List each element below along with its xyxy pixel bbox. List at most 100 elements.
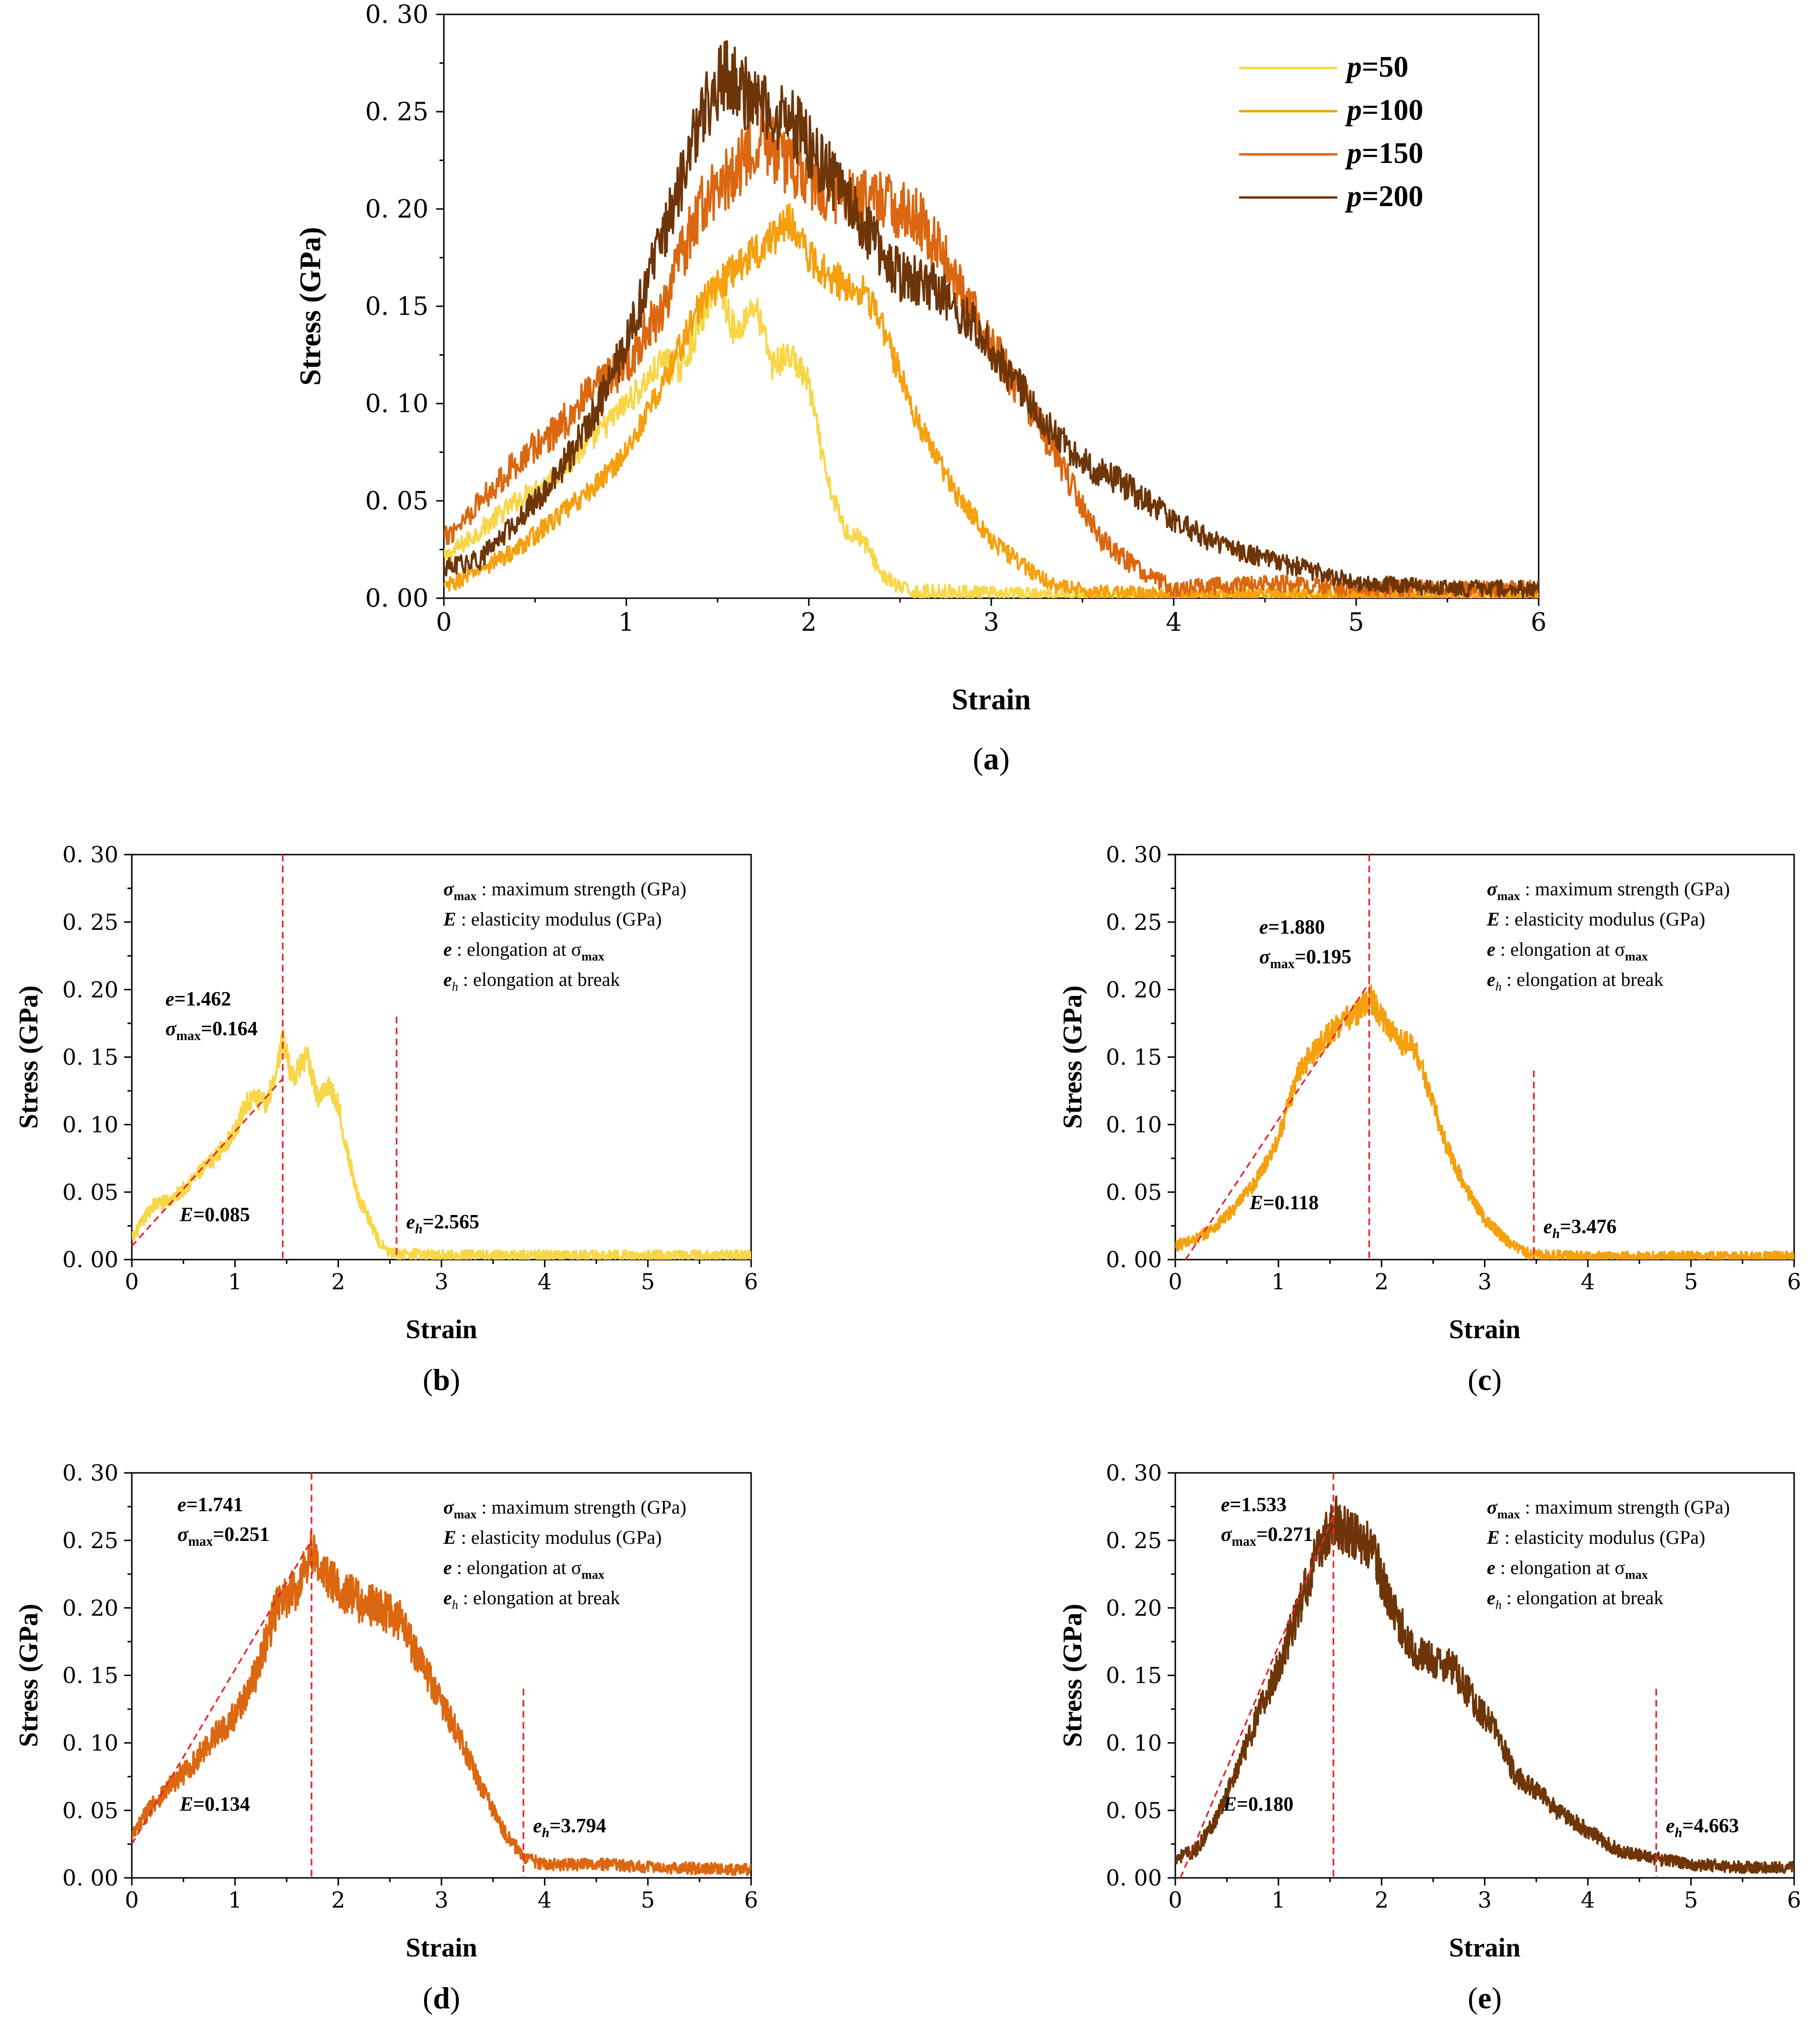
- y-tick-label: 0. 05: [62, 1797, 118, 1823]
- modulus-value: =0.134: [193, 1794, 250, 1816]
- break-symbol: e: [406, 1211, 415, 1233]
- definition-text: : elasticity modulus (GPa): [456, 908, 662, 930]
- definition-symbol: E: [443, 908, 456, 930]
- max-strength-symbol: σ: [177, 1524, 189, 1546]
- x-tick-label: 1: [618, 608, 634, 637]
- max-strength-label: σmax=0.251: [177, 1524, 269, 1549]
- caption-letter: e: [1478, 1981, 1491, 2015]
- series-line-p-50: [132, 1028, 751, 1260]
- y-tick-label: 0. 20: [62, 1595, 118, 1621]
- definition-symbol: e: [1487, 969, 1495, 990]
- legend-value: =200: [1362, 180, 1423, 213]
- definition-text: : elongation at σ: [452, 938, 581, 960]
- x-tick-label: 0: [436, 608, 452, 637]
- caption-paren: (: [1468, 1981, 1478, 2015]
- elastic-fit-line: [131, 1078, 284, 1247]
- modulus-symbol: E: [179, 1204, 193, 1226]
- caption-paren: ): [1492, 1363, 1502, 1397]
- break-label: eh=3.476: [1543, 1216, 1617, 1241]
- y-tick-label: 0. 00: [1106, 1247, 1162, 1273]
- break-symbol: e: [533, 1815, 542, 1837]
- break-label: eh=3.794: [533, 1815, 606, 1840]
- y-tick-label: 0. 25: [62, 909, 118, 935]
- definition-symbol: E: [1486, 908, 1500, 930]
- max-strength-label: σmax=0.164: [165, 1018, 257, 1043]
- elastic-fit-line: [1180, 1516, 1334, 1878]
- y-tick-label: 0. 25: [1106, 1528, 1162, 1553]
- break-subscript: h: [1675, 1826, 1682, 1840]
- max-strength-value: =0.271: [1256, 1524, 1313, 1546]
- elongation-symbol: e: [1259, 916, 1268, 938]
- x-tick-label: 5: [1684, 1887, 1698, 1913]
- modulus-label: E=0.180: [1223, 1794, 1293, 1816]
- definition-symbol: e: [443, 1587, 452, 1609]
- modulus-value: =0.118: [1263, 1192, 1319, 1214]
- definition-line: E : elasticity modulus (GPa): [1486, 1527, 1705, 1548]
- max-strength-subscript: max: [176, 1029, 201, 1043]
- definition-line: σmax : maximum strength (GPa): [1487, 1496, 1730, 1521]
- elongation-value: =1.741: [186, 1494, 243, 1516]
- legend-p: p: [1345, 51, 1362, 83]
- x-tick-label: 6: [744, 1269, 758, 1295]
- legend-p: p: [1345, 137, 1362, 170]
- x-tick-label: 3: [983, 608, 999, 637]
- y-tick-label: 0. 20: [1106, 1595, 1162, 1621]
- y-tick-label: 0. 20: [62, 977, 118, 1003]
- definition-subscript: max: [454, 889, 477, 903]
- x-tick-label: 1: [1272, 1269, 1286, 1295]
- x-tick-label: 4: [538, 1887, 552, 1913]
- definition-symbol: E: [443, 1527, 456, 1548]
- x-tick-label: 0: [1168, 1269, 1182, 1295]
- x-tick-label: 5: [641, 1269, 655, 1295]
- elongation-label: e=1.533: [1221, 1494, 1287, 1516]
- definition-text: : elasticity modulus (GPa): [1500, 1527, 1705, 1548]
- modulus-label: E=0.118: [1249, 1192, 1319, 1214]
- definition-line: eh : elongation at break: [443, 969, 620, 994]
- x-tick-label: 3: [434, 1269, 448, 1295]
- x-tick-label: 2: [331, 1269, 345, 1295]
- y-tick-label: 0. 30: [365, 0, 429, 29]
- definition-line: E : elasticity modulus (GPa): [443, 1527, 662, 1548]
- definition-subscript: max: [581, 1568, 604, 1582]
- x-tick-label: 2: [1375, 1887, 1389, 1913]
- chart-panel-c: 0 1 2 3 4 5 6 0. 00 0. 05 0. 10 0. 15 0. 20 0. 25 0. …: [1058, 842, 1801, 1397]
- x-tick-label: 6: [1787, 1887, 1801, 1913]
- y-tick-label: 0. 10: [62, 1111, 118, 1137]
- definition-line: e : elongation at σmax: [1487, 938, 1648, 963]
- legend-p: p: [1345, 94, 1362, 127]
- x-tick-label: 3: [434, 1887, 448, 1913]
- max-strength-value: =0.251: [213, 1524, 269, 1546]
- y-tick-label: 0. 10: [365, 390, 429, 418]
- legend-entry: p=100: [1345, 94, 1423, 127]
- max-strength-label: σmax=0.195: [1259, 946, 1351, 972]
- y-axis-label: Stress (GPa): [14, 1604, 44, 1747]
- caption-paren: ): [1492, 1981, 1502, 2015]
- legend-p: p: [1345, 180, 1362, 213]
- definition-subscript: max: [454, 1507, 477, 1521]
- modulus-symbol: E: [179, 1794, 193, 1816]
- definition-line: σmax : maximum strength (GPa): [443, 1496, 686, 1521]
- x-tick-label: 5: [641, 1887, 655, 1913]
- elongation-value: =1.533: [1230, 1494, 1287, 1516]
- caption-letter: d: [433, 1981, 450, 2015]
- elongation-value: =1.880: [1268, 916, 1325, 938]
- modulus-label: E=0.134: [179, 1794, 250, 1816]
- y-tick-label: 0. 15: [365, 292, 429, 321]
- definition-symbol: σ: [443, 878, 454, 900]
- definition-text: : elongation at break: [1502, 1587, 1664, 1609]
- break-symbol: e: [1666, 1815, 1675, 1837]
- caption-paren: (: [1468, 1363, 1478, 1397]
- x-tick-label: 1: [1272, 1887, 1286, 1913]
- break-value: =2.565: [423, 1211, 479, 1233]
- x-tick-label: 5: [1348, 608, 1364, 637]
- y-tick-label: 0. 25: [365, 98, 429, 127]
- definition-line: eh : elongation at break: [1487, 969, 1663, 994]
- chart-panel-a: 0 1 2 3 4 5 6 0. 00 0. 05 0. 10 0. 15 0. 20 0. 25 0. …: [294, 0, 1547, 776]
- max-strength-symbol: σ: [165, 1018, 177, 1040]
- panel-caption: (c): [1468, 1363, 1502, 1397]
- x-tick-label: 6: [1787, 1269, 1801, 1295]
- y-tick-label: 0. 15: [1106, 1044, 1162, 1070]
- y-tick-label: 0. 05: [1106, 1179, 1162, 1205]
- panel-caption: (a): [973, 741, 1010, 776]
- panel-caption: (e): [1468, 1981, 1502, 2015]
